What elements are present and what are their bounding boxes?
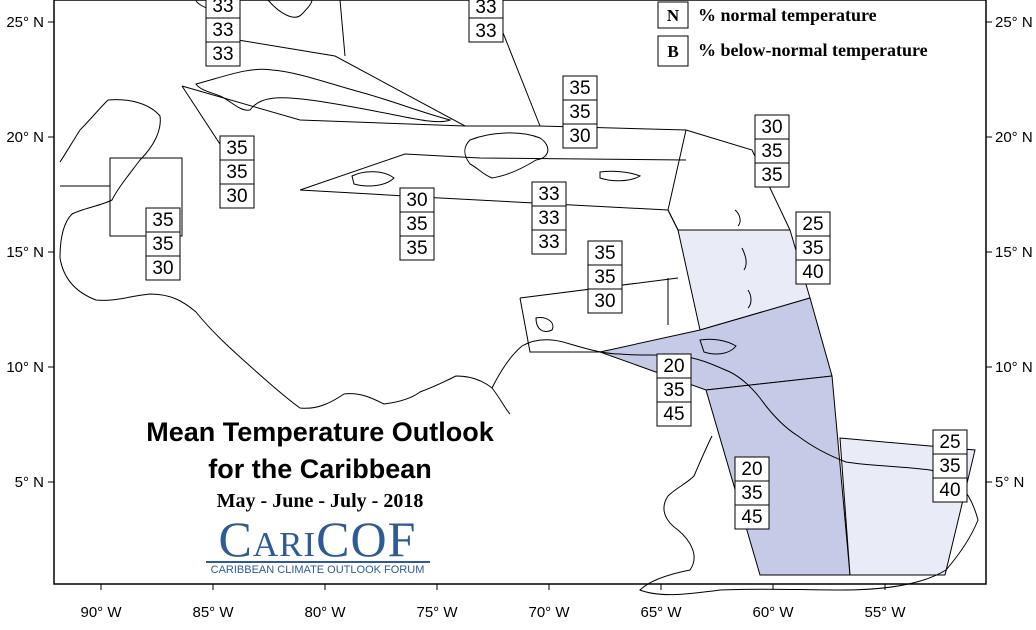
legend: N % normal temperature B % below-normal …	[657, 1, 928, 67]
logo-divider	[206, 561, 430, 563]
forecast-value: 25	[802, 214, 823, 235]
forecast-value: 35	[226, 138, 247, 159]
lat-label-right: 20° N	[995, 129, 1033, 146]
caricof-logo: CariCOF CARIBBEAN CLIMATE OUTLOOK FORUM	[200, 511, 435, 582]
legend-key-box	[657, 35, 689, 67]
forecast-value: 35	[406, 214, 427, 235]
forecast-value: 35	[569, 102, 590, 123]
forecast-value: 20	[663, 356, 684, 377]
coastlines	[59, 0, 979, 596]
lon-label: 75° W	[416, 604, 458, 621]
stack-windward-islands: 25 35 40	[795, 211, 831, 285]
forecast-value: 35	[152, 210, 173, 231]
forecast-value: 33	[538, 184, 559, 205]
stack-jamaica: 30 35 35	[399, 187, 435, 261]
forecast-value: 35	[741, 483, 762, 504]
stack-bahamas-nw: 33 33 33	[205, 0, 241, 67]
region-guyana-shade	[705, 375, 851, 576]
legend-key: N	[667, 6, 680, 25]
stack-turks-caicos: 35 35 30	[562, 75, 598, 149]
legend-key-box	[657, 1, 689, 29]
legend-key: B	[667, 42, 678, 61]
forecast-value: 40	[802, 262, 823, 283]
forecast-value: 35	[594, 267, 615, 288]
lon-label: 85° W	[192, 604, 234, 621]
logo-tagline: CARIBBEAN CLIMATE OUTLOOK FORUM	[210, 564, 425, 576]
lat-label-left: 15° N	[6, 244, 44, 261]
map-frame	[53, 0, 987, 585]
forecast-value: 30	[594, 291, 615, 312]
map-subtitle: for the Caribbean	[208, 454, 432, 484]
lon-label: 90° W	[80, 604, 122, 621]
stack-hispaniola: 33 33 33	[531, 181, 567, 255]
forecast-value: 45	[663, 404, 684, 425]
forecast-value: 35	[406, 238, 427, 259]
lon-label: 70° W	[528, 604, 570, 621]
forecast-value: 33	[212, 44, 233, 65]
stack-abc-islands: 35 35 30	[587, 240, 623, 314]
logo-wordmark: CariCOF	[218, 511, 417, 567]
forecast-value: 35	[663, 380, 684, 401]
stack-guyana: 20 35 45	[734, 456, 770, 530]
forecast-value: 35	[939, 456, 960, 477]
forecast-value: 35	[152, 234, 173, 255]
tick-marks	[48, 21, 992, 590]
forecast-value: 30	[406, 190, 427, 211]
stack-leeward-islands: 30 35 35	[754, 114, 790, 188]
lon-label: 80° W	[304, 604, 346, 621]
lon-label: 55° W	[864, 604, 906, 621]
stack-belize: 35 35 30	[145, 207, 181, 281]
stack-bahamas-se: 33 33	[468, 0, 504, 43]
stack-cuba: 35 35 30	[219, 135, 255, 209]
forecast-value: 35	[569, 78, 590, 99]
lat-label-left: 10° N	[6, 359, 44, 376]
lat-label-right: 10° N	[995, 359, 1033, 376]
stack-suriname-french-guiana: 25 35 40	[932, 429, 968, 503]
lat-label-right: 15° N	[995, 244, 1033, 261]
forecast-value: 35	[226, 162, 247, 183]
forecast-value: 30	[152, 258, 173, 279]
forecast-value: 20	[741, 459, 762, 480]
forecast-value: 33	[475, 21, 496, 42]
legend-label: % normal temperature	[698, 5, 877, 25]
forecast-value: 33	[538, 232, 559, 253]
forecast-value: 25	[939, 432, 960, 453]
region-boundaries	[60, 0, 791, 353]
forecast-value: 35	[761, 165, 782, 186]
forecast-value: 30	[761, 117, 782, 138]
lat-label-right: 25° N	[995, 14, 1033, 31]
forecast-value: 35	[802, 238, 823, 259]
forecast-value: 45	[741, 507, 762, 528]
forecast-value: 33	[212, 0, 233, 17]
map-title: Mean Temperature Outlook	[146, 417, 494, 447]
forecast-period: May - June - July - 2018	[216, 490, 424, 512]
forecast-value: 33	[538, 208, 559, 229]
lat-label-left: 20° N	[6, 129, 44, 146]
forecast-value: 33	[475, 0, 496, 18]
lon-label: 60° W	[752, 604, 794, 621]
forecast-value: 33	[212, 20, 233, 41]
forecast-value: 30	[569, 126, 590, 147]
stack-trinidad-tobago: 20 35 45	[656, 353, 692, 427]
legend-label: % below-normal temperature	[698, 40, 928, 60]
lon-label: 65° W	[640, 604, 682, 621]
lat-label-right: 5° N	[995, 474, 1024, 491]
forecast-value: 35	[761, 141, 782, 162]
lat-label-left: 25° N	[6, 14, 44, 31]
forecast-value: 40	[939, 480, 960, 501]
forecast-value: 30	[226, 186, 247, 207]
forecast-value: 35	[594, 243, 615, 264]
lat-label-left: 5° N	[15, 474, 44, 491]
